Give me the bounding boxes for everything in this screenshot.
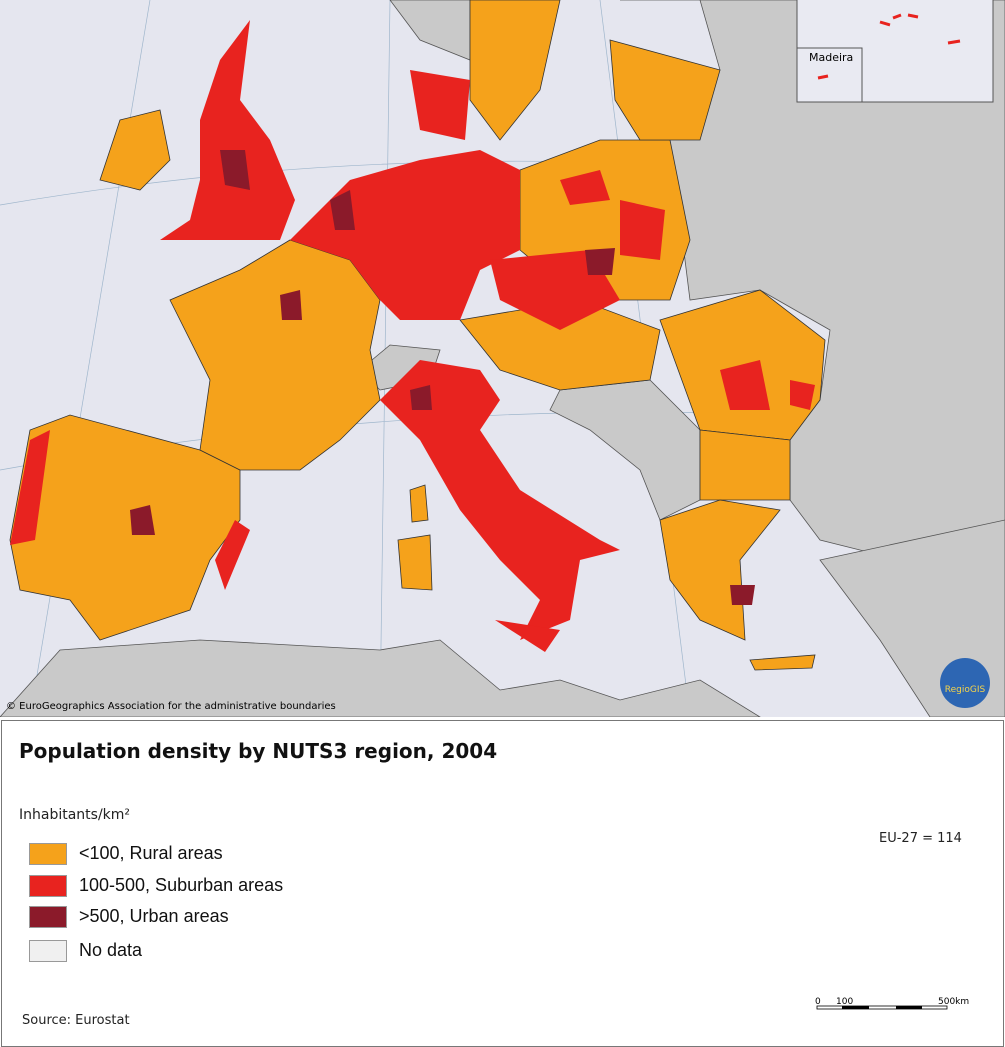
source: Source: Eurostat — [22, 1013, 130, 1028]
copyright: © EuroGeographics Association for the ad… — [6, 701, 336, 712]
islands — [817, 13, 961, 80]
legend-swatch — [29, 843, 67, 865]
logo-text: RegioGIS — [945, 685, 986, 695]
madeira-frame — [796, 47, 863, 103]
scale-bar: 0 100 500km — [815, 997, 969, 1010]
map: Madeira © EuroGeographics Association fo… — [0, 0, 1005, 717]
unit: Inhabitants/km² — [19, 807, 131, 823]
title: Population density by NUTS3 region, 2004 — [19, 739, 498, 763]
scale-seg — [842, 1006, 869, 1009]
legend-label: 100-500, Suburban areas — [79, 875, 284, 895]
legend-panel: Population density by NUTS3 region, 2004… — [1, 720, 1004, 1047]
scale-track — [816, 1005, 948, 1010]
eu-urban — [130, 150, 755, 605]
legend-swatch — [29, 906, 67, 928]
scale-label: 500km — [938, 997, 969, 1007]
eu-suburban — [10, 20, 815, 652]
inset: Madeira — [796, 0, 994, 103]
logo: RegioGIS — [940, 658, 990, 708]
scale-label: 0 — [815, 997, 821, 1007]
note: EU-27 = 114 — [879, 831, 962, 846]
scale-seg — [896, 1006, 922, 1009]
inset-label: Madeira — [809, 51, 853, 64]
scale-label: 100 — [836, 997, 853, 1007]
logo-globe — [940, 658, 990, 708]
legend-swatch — [29, 940, 67, 962]
legend-label: >500, Urban areas — [79, 906, 229, 926]
legend-swatch — [29, 875, 67, 897]
legend-label: No data — [79, 940, 143, 960]
legend-label: <100, Rural areas — [79, 843, 223, 863]
